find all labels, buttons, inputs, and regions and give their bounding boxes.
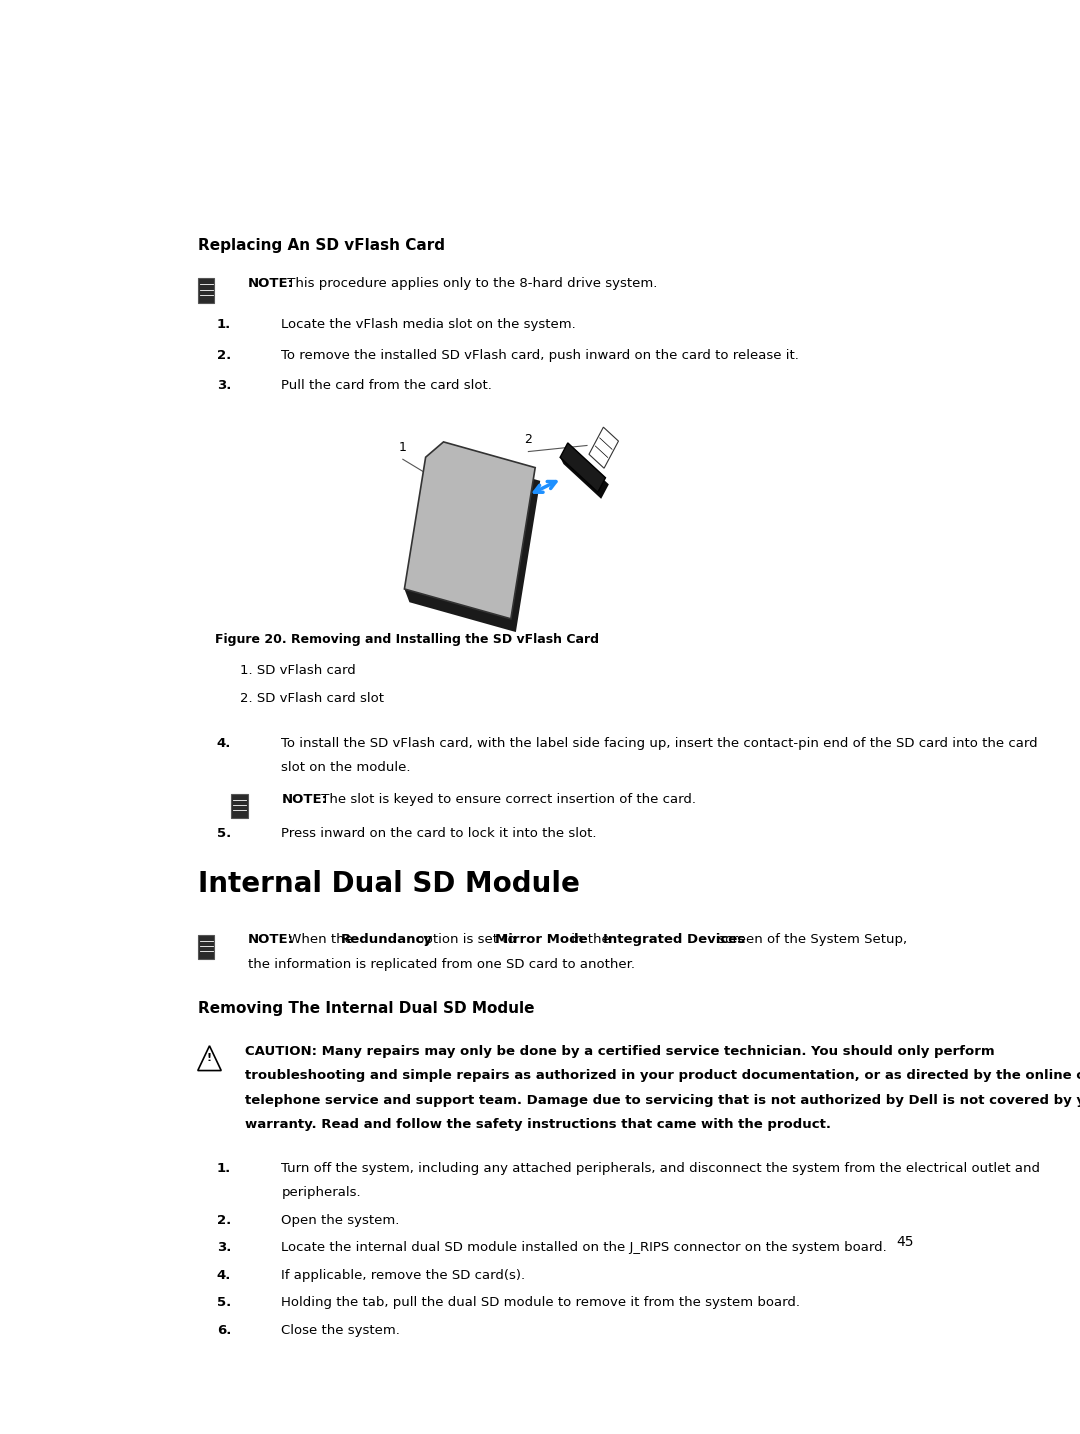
Text: 3.: 3.	[217, 379, 231, 393]
Bar	[198, 278, 214, 303]
Bar	[198, 935, 214, 959]
Text: If applicable, remove the SD card(s).: If applicable, remove the SD card(s).	[282, 1269, 526, 1282]
Text: Holding the tab, pull the dual SD module to remove it from the system board.: Holding the tab, pull the dual SD module…	[282, 1296, 800, 1309]
Text: 45: 45	[896, 1235, 914, 1249]
Text: 3.: 3.	[217, 1242, 231, 1255]
Text: Turn off the system, including any attached peripherals, and disconnect the syst: Turn off the system, including any attac…	[282, 1162, 1040, 1174]
Text: Removing The Internal Dual SD Module: Removing The Internal Dual SD Module	[198, 1001, 535, 1017]
Text: 1.: 1.	[217, 1162, 231, 1174]
Text: Internal Dual SD Module: Internal Dual SD Module	[198, 870, 580, 898]
Text: Redundancy: Redundancy	[340, 934, 432, 946]
Text: CAUTION: Many repairs may only be done by a certified service technician. You sh: CAUTION: Many repairs may only be done b…	[245, 1045, 995, 1058]
Text: 5.: 5.	[217, 826, 231, 839]
Text: 1.: 1.	[217, 318, 231, 331]
Text: screen of the System Setup,: screen of the System Setup,	[714, 934, 907, 946]
Text: Mirror Mode: Mirror Mode	[496, 934, 588, 946]
Text: warranty. Read and follow the safety instructions that came with the product.: warranty. Read and follow the safety ins…	[245, 1119, 832, 1131]
Text: 1. SD vFlash card: 1. SD vFlash card	[240, 664, 355, 677]
Text: To remove the installed SD vFlash card, push inward on the card to release it.: To remove the installed SD vFlash card, …	[282, 348, 799, 361]
Text: 2: 2	[525, 433, 532, 446]
Text: Locate the vFlash media slot on the system.: Locate the vFlash media slot on the syst…	[282, 318, 577, 331]
Text: 2.: 2.	[217, 1213, 231, 1226]
Text: slot on the module.: slot on the module.	[282, 761, 411, 774]
Text: NOTE:: NOTE:	[282, 793, 327, 806]
Polygon shape	[404, 442, 536, 619]
Text: NOTE:: NOTE:	[248, 934, 294, 946]
Text: peripherals.: peripherals.	[282, 1186, 361, 1199]
Text: Press inward on the card to lock it into the slot.: Press inward on the card to lock it into…	[282, 826, 597, 839]
Text: Integrated Devices: Integrated Devices	[604, 934, 745, 946]
Text: troubleshooting and simple repairs as authorized in your product documentation, : troubleshooting and simple repairs as au…	[245, 1070, 1080, 1083]
Text: The slot is keyed to ensure correct insertion of the card.: The slot is keyed to ensure correct inse…	[316, 793, 696, 806]
Text: !: !	[207, 1053, 212, 1063]
Text: This procedure applies only to the 8-hard drive system.: This procedure applies only to the 8-har…	[283, 277, 658, 290]
Text: Pull the card from the card slot.: Pull the card from the card slot.	[282, 379, 492, 393]
Text: When the: When the	[284, 934, 356, 946]
Polygon shape	[561, 443, 609, 499]
Text: in the: in the	[567, 934, 615, 946]
Text: option is set to: option is set to	[411, 934, 519, 946]
Text: Locate the internal dual SD module installed on the J_RIPS connector on the syst: Locate the internal dual SD module insta…	[282, 1242, 888, 1255]
Text: 4.: 4.	[217, 737, 231, 750]
Text: 2.: 2.	[217, 348, 231, 361]
Text: Close the system.: Close the system.	[282, 1324, 401, 1336]
Polygon shape	[589, 427, 619, 469]
Text: telephone service and support team. Damage due to servicing that is not authoriz: telephone service and support team. Dama…	[245, 1094, 1080, 1107]
Text: Open the system.: Open the system.	[282, 1213, 400, 1226]
Text: Figure 20. Removing and Installing the SD vFlash Card: Figure 20. Removing and Installing the S…	[215, 632, 598, 645]
Text: 5.: 5.	[217, 1296, 231, 1309]
Text: 6.: 6.	[217, 1324, 231, 1336]
Text: To install the SD vFlash card, with the label side facing up, insert the contact: To install the SD vFlash card, with the …	[282, 737, 1038, 750]
Text: 4.: 4.	[217, 1269, 231, 1282]
Text: 2. SD vFlash card slot: 2. SD vFlash card slot	[240, 693, 383, 706]
Polygon shape	[404, 442, 540, 632]
Bar	[231, 793, 247, 817]
Text: the information is replicated from one SD card to another.: the information is replicated from one S…	[248, 958, 635, 971]
Text: Replacing An SD vFlash Card: Replacing An SD vFlash Card	[198, 238, 445, 254]
Text: NOTE:: NOTE:	[248, 277, 294, 290]
Text: 1: 1	[399, 440, 407, 453]
Polygon shape	[561, 443, 606, 492]
Polygon shape	[198, 1045, 221, 1071]
